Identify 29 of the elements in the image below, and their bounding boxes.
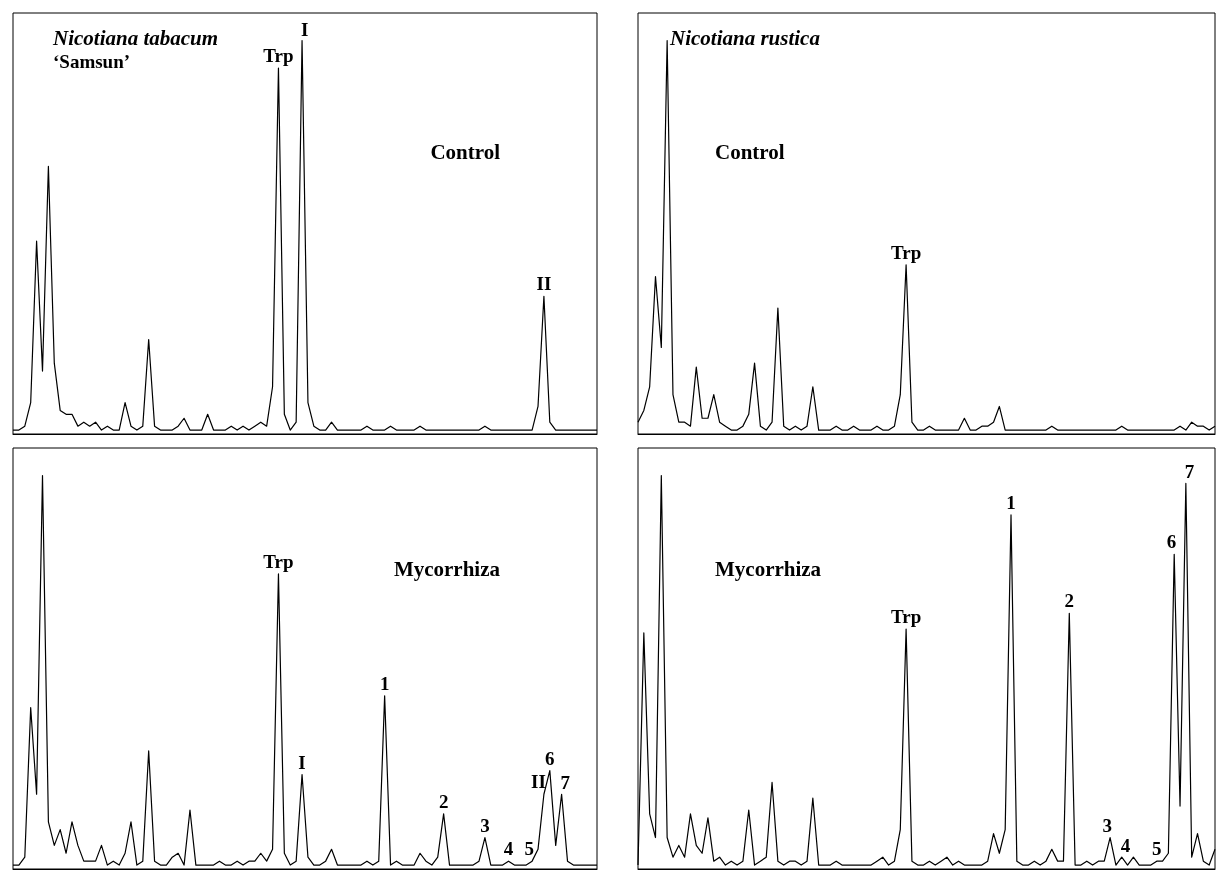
annotation: II [536, 273, 552, 295]
annotation: 2 [438, 790, 449, 812]
annotation: 6 [545, 747, 555, 769]
text: ‘Samsun’ [53, 51, 131, 72]
annotation: Trp [263, 45, 294, 67]
chart-title: Nicotiana tabacum [52, 25, 219, 50]
annotation: Trp [890, 605, 922, 627]
annotation: Mycorrhiza [715, 557, 822, 582]
annotation: Trp [890, 241, 922, 263]
annotation: II [531, 771, 546, 793]
annotation: I [298, 751, 306, 773]
annotation: Control [715, 139, 785, 164]
annotation: 3 [1102, 814, 1113, 836]
annotation: 2 [1064, 590, 1075, 612]
annotation: Mycorrhiza [393, 557, 501, 582]
annotation: 7 [560, 772, 571, 794]
annotation: Control [430, 139, 501, 164]
annotation: 5 [524, 838, 535, 860]
annotation: 3 [480, 814, 490, 836]
annotation: 4 [1120, 835, 1131, 857]
annotation: 4 [503, 838, 514, 860]
annotation: 5 [1151, 838, 1162, 860]
annotation: 1 [1006, 491, 1016, 513]
annotation: 1 [379, 672, 390, 694]
annotation: I [301, 18, 309, 40]
annotation: 6 [1166, 531, 1177, 553]
chart-title: Nicotiana rustica [669, 25, 820, 50]
annotation: 7 [1184, 461, 1195, 483]
annotation: Trp [263, 550, 294, 572]
